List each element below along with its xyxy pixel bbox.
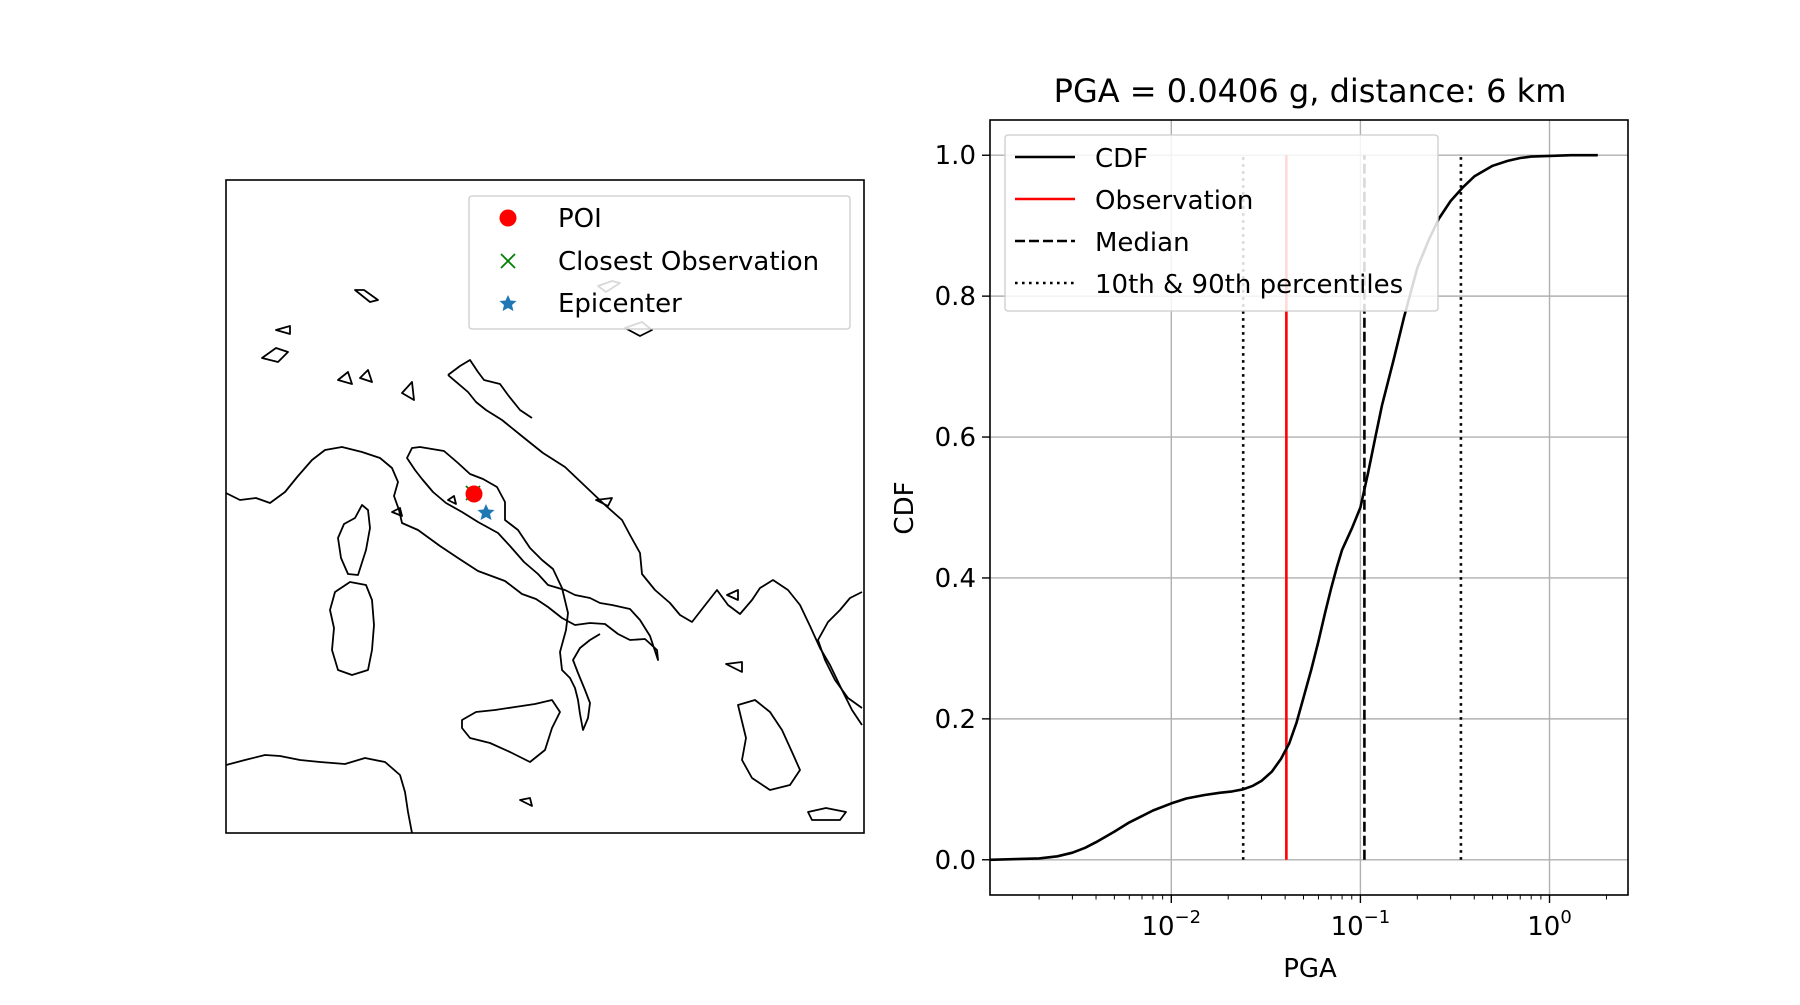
legend-poi-label: POI: [558, 204, 602, 234]
island: [261, 347, 289, 363]
y-tick-label: 0.4: [935, 564, 976, 594]
x-tick-label: 10−2: [1141, 907, 1201, 942]
island: [726, 589, 739, 601]
map-legend: POI Closest Observation Epicenter: [468, 195, 851, 330]
chart-legend: CDF Observation Median 10th & 90th perce…: [1004, 134, 1439, 312]
cdf-chart: PGA = 0.0406 g, distance: 6 km 0.0 0.2 0.4…: [890, 72, 1629, 984]
chart-title: PGA = 0.0406 g, distance: 6 km: [1054, 72, 1567, 110]
x-tick-label: 100: [1527, 907, 1572, 942]
x-tick-label: 10−1: [1331, 907, 1391, 942]
plot-frame: [989, 119, 1629, 896]
y-tick-label: 0.6: [935, 423, 976, 453]
coastline-sardinia: [329, 581, 375, 676]
coastline-north-africa: [226, 754, 413, 833]
island: [275, 325, 291, 335]
y-tick-label: 0.2: [935, 705, 976, 735]
legend-median-label: Median: [1095, 228, 1190, 258]
chart-legend-frame: [1004, 134, 1439, 312]
legend-poi-icon: [499, 209, 517, 227]
coastline-balkans: [447, 374, 863, 726]
poi-marker: [465, 485, 483, 503]
island: [359, 369, 373, 383]
coastline-corsica: [337, 504, 371, 576]
legend-epicenter-icon: [499, 295, 517, 311]
cdf-curve: [989, 153, 1598, 862]
coastline-sicily: [461, 699, 561, 763]
y-axis-label: CDF: [890, 481, 920, 534]
legend-percentiles-label: 10th & 90th percentiles: [1095, 270, 1403, 300]
y-tick-label: 0.0: [935, 846, 976, 876]
island: [447, 495, 457, 505]
island: [401, 381, 415, 401]
coastline-east: [817, 591, 863, 709]
x-axis-label: PGA: [1283, 954, 1337, 984]
map-legend-frame: [468, 195, 851, 330]
island: [391, 507, 403, 517]
legend-closest-observation-label: Closest Observation: [558, 247, 819, 277]
island: [807, 807, 847, 821]
legend-epicenter-label: Epicenter: [558, 289, 682, 319]
coastline-greece: [737, 699, 801, 791]
island: [725, 661, 743, 673]
island: [354, 289, 379, 303]
axes-ticks: 0.0 0.2 0.4 0.6 0.8 1.0 10−2 10−1 100: [935, 141, 1607, 942]
coastline-italy: [226, 446, 659, 731]
legend-cdf-label: CDF: [1095, 144, 1148, 174]
map-panel: POI Closest Observation Epicenter: [225, 179, 865, 834]
island: [519, 797, 533, 807]
legend-closest-observation-icon: [500, 253, 516, 269]
legend-observation-label: Observation: [1095, 186, 1253, 216]
map-frame: [225, 179, 865, 834]
epicenter-marker: [477, 504, 495, 520]
y-tick-label: 1.0: [935, 141, 976, 171]
y-tick-label: 0.8: [935, 282, 976, 312]
island: [337, 371, 353, 385]
island: [595, 497, 613, 507]
coastline-istria: [447, 359, 533, 419]
